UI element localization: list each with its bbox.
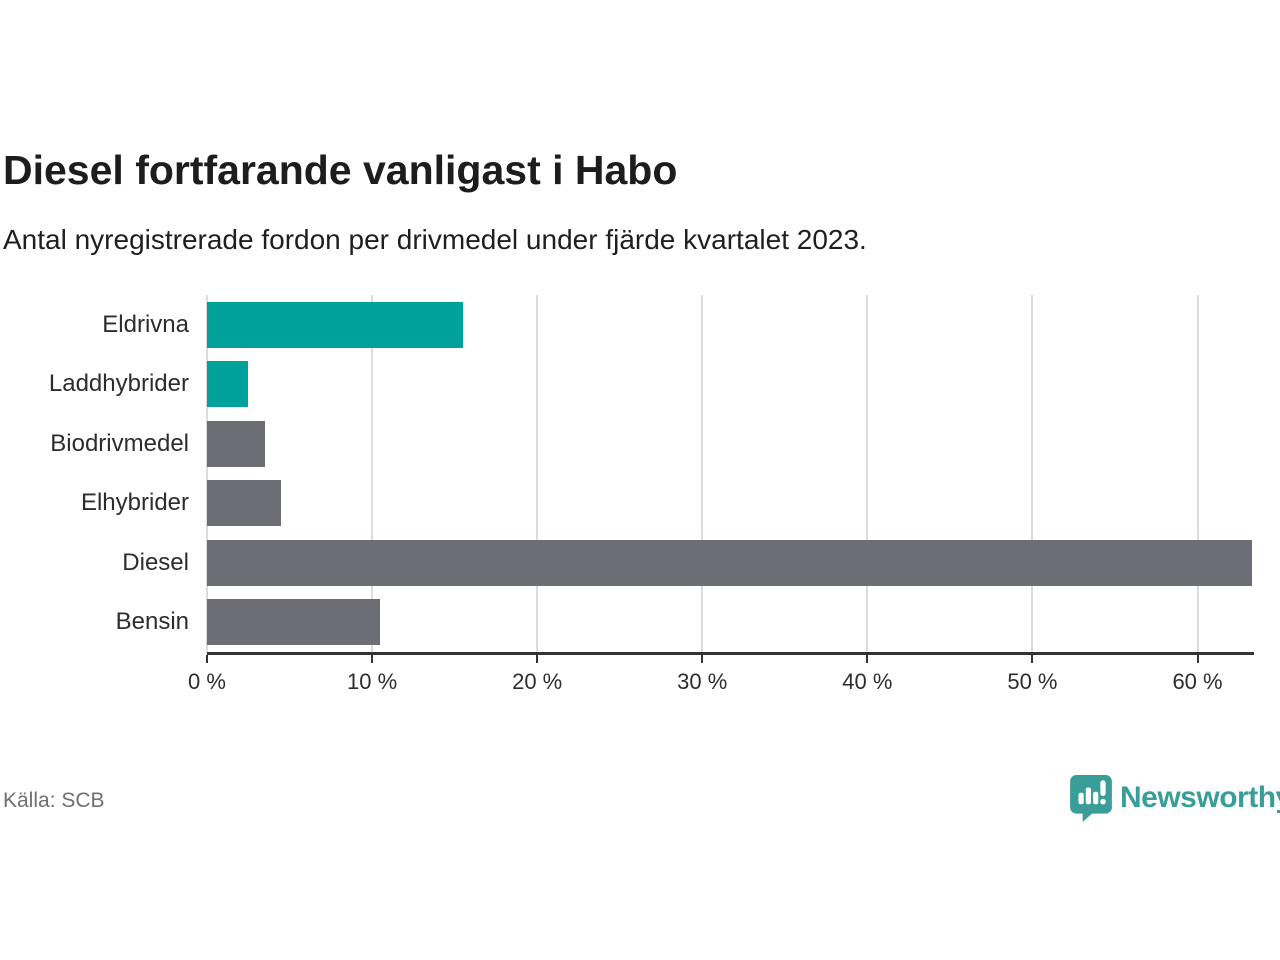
axis-tick [866,655,869,663]
x-axis-labels: 0 % 10 % 20 % 30 % 40 % 50 % 60 % [188,669,1252,699]
bar-track [207,414,1252,474]
axis-tick [206,655,208,663]
bar [207,420,265,467]
axis-tick [1196,655,1199,663]
gridline [866,295,869,652]
gridline [536,295,539,652]
bar [207,539,1252,586]
category-label: Eldrivna [102,310,189,338]
bar-row: Laddhybrider [0,355,1252,415]
axis-tick-label: 30 % [677,669,728,694]
chart-title: Diesel fortfarande vanligast i Habo [3,147,678,193]
axis-tick-label: 20 % [512,669,563,694]
gridline [371,295,374,652]
x-axis-line [207,652,1254,655]
chart-subtitle: Antal nyregistrerade fordon per drivmede… [3,224,867,255]
axis-tick [701,655,704,663]
bar [207,301,463,348]
category-label: Biodrivmedel [50,429,189,457]
axis-tick [1031,655,1034,663]
bar-rows: Eldrivna Laddhybrider Biodrivmedel Elhybrid… [0,295,1252,652]
gridline [206,295,208,652]
bar-track [207,593,1252,653]
bar-track [207,533,1252,593]
bar [207,480,282,527]
category-label: Elhybrider [80,489,189,517]
bar [207,599,381,646]
axis-tick-label: 50 % [1007,669,1058,694]
bar-track [207,355,1252,415]
bar-row: Biodrivmedel [0,414,1252,474]
bar-row: Elhybrider [0,474,1252,534]
bar-row: Diesel [0,533,1252,593]
bar-chart: Eldrivna Laddhybrider Biodrivmedel Elhybrid… [0,295,1254,694]
axis-tick-label: 10 % [347,669,398,694]
category-label: Diesel [122,548,189,576]
bar-row: Bensin [0,593,1252,653]
category-label: Bensin [115,608,189,636]
gridline [1196,295,1199,652]
x-axis-ticks [206,655,1252,663]
bar-row: Eldrivna [0,295,1252,355]
axis-tick [536,655,539,663]
axis-tick-label: 0 % [188,669,226,694]
source-note: Källa: SCB [3,789,105,812]
gridlines [206,295,1252,652]
bar-track [207,474,1252,534]
axis-tick [371,655,374,663]
gridline [1031,295,1034,652]
bar-track [207,295,1252,355]
bar [207,361,249,408]
axis-tick-label: 40 % [842,669,893,694]
gridline [701,295,704,652]
brand-lockup: Newsworthy [1070,775,1280,822]
category-label: Laddhybrider [48,370,189,398]
newsworthy-logo-icon [1070,775,1112,822]
axis-tick-label: 60 % [1172,669,1223,694]
brand-name: Newsworthy [1120,781,1280,814]
